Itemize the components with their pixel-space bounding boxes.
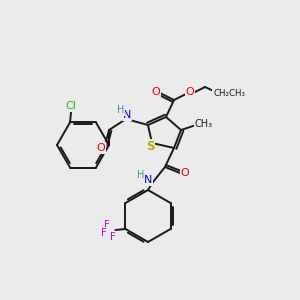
- Text: O: O: [97, 143, 105, 153]
- Text: CH₃: CH₃: [195, 119, 213, 129]
- Text: F: F: [100, 228, 106, 238]
- Text: O: O: [181, 168, 189, 178]
- Text: Cl: Cl: [66, 101, 76, 112]
- Text: S: S: [146, 140, 154, 152]
- Text: O: O: [186, 87, 194, 97]
- Text: H: H: [137, 170, 145, 180]
- Text: N: N: [123, 110, 131, 120]
- Text: N: N: [144, 175, 152, 185]
- Text: H: H: [117, 105, 125, 115]
- Text: O: O: [152, 87, 160, 97]
- Text: F: F: [110, 232, 116, 242]
- Text: F: F: [103, 220, 109, 230]
- Text: CH₂CH₃: CH₂CH₃: [213, 89, 245, 98]
